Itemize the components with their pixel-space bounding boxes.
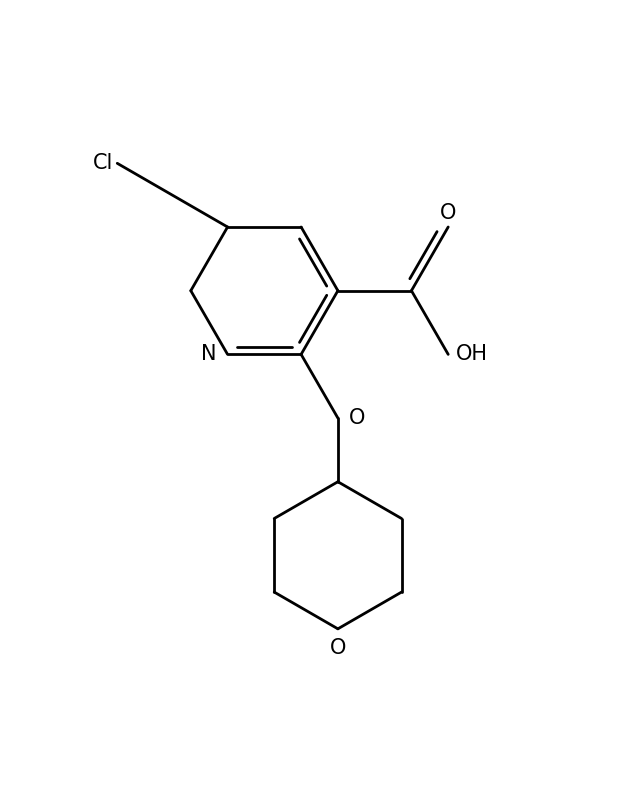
Text: O: O (440, 204, 456, 223)
Text: N: N (201, 344, 217, 364)
Text: O: O (349, 408, 366, 428)
Text: Cl: Cl (93, 153, 114, 173)
Text: O: O (330, 638, 346, 658)
Text: OH: OH (456, 344, 488, 364)
